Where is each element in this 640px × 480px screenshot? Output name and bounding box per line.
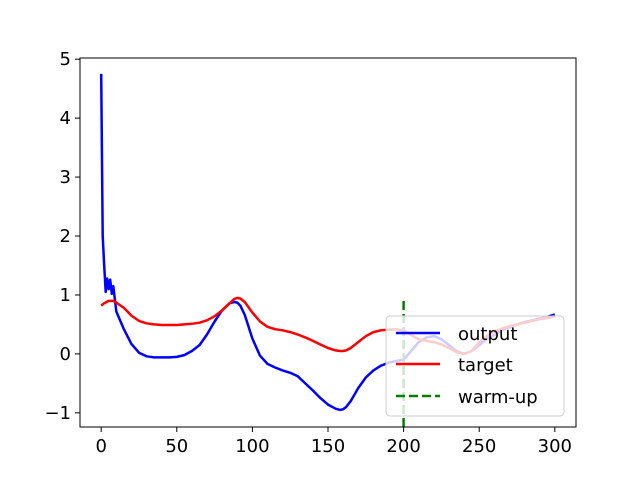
y-tick-label: 0 [60, 344, 71, 365]
y-tick-label: 4 [60, 108, 71, 129]
y-tick-label: 1 [60, 285, 71, 306]
x-axis-ticks: 0 50 100 150 200 250 300 [95, 427, 572, 457]
x-tick-label: 50 [165, 436, 188, 457]
legend-label-output: output [458, 324, 517, 345]
x-tick-label: 0 [95, 436, 106, 457]
y-tick-label: 5 [60, 49, 71, 70]
legend-frame [385, 315, 565, 417]
x-tick-label: 150 [311, 436, 345, 457]
y-tick-label: 2 [60, 226, 71, 247]
legend: output target warm-up [385, 315, 565, 417]
x-tick-label: 100 [235, 436, 269, 457]
legend-label-warm-up: warm-up [458, 387, 538, 408]
x-tick-label: 300 [538, 436, 572, 457]
legend-label-target: target [458, 355, 513, 376]
x-tick-label: 250 [462, 436, 496, 457]
x-tick-label: 200 [386, 436, 420, 457]
y-tick-label: −1 [44, 403, 71, 424]
y-axis-ticks: −1 0 1 2 3 4 5 [44, 49, 80, 424]
y-tick-label: 3 [60, 167, 71, 188]
